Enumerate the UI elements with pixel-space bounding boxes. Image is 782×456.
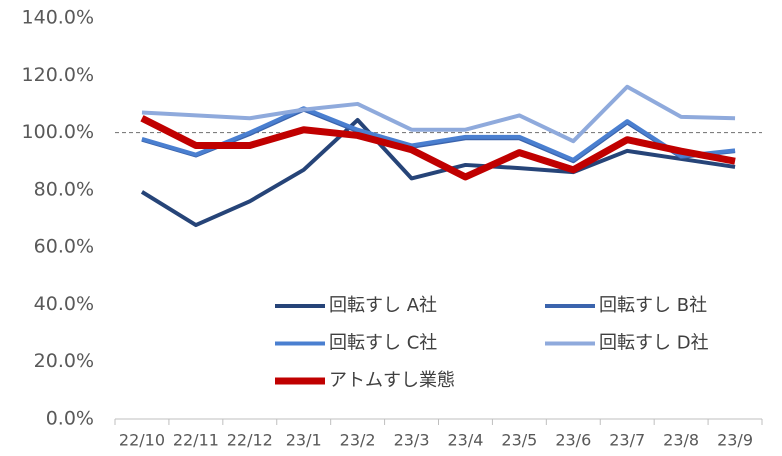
series-line <box>140 115 736 181</box>
legend-label: 回転すし C社 <box>329 333 437 354</box>
y-tick-label: 140.0% <box>22 7 94 29</box>
x-tick-label: 23/3 <box>394 431 430 450</box>
y-tick-label: 40.0% <box>34 293 94 315</box>
x-tick-label: 22/11 <box>173 431 219 450</box>
x-tick-label: 23/6 <box>555 431 591 450</box>
legend-label: アトムすし業態 <box>329 370 455 391</box>
y-tick-label: 80.0% <box>34 178 94 200</box>
y-tick-label: 0.0% <box>46 408 94 430</box>
series-line <box>140 117 736 228</box>
series-line <box>141 106 736 162</box>
y-tick-label: 120.0% <box>22 64 94 86</box>
x-tick-label: 23/7 <box>609 431 645 450</box>
y-tick-label: 60.0% <box>34 236 94 258</box>
x-tick-label: 23/9 <box>717 431 753 450</box>
x-tick-label: 23/5 <box>501 431 537 450</box>
x-tick-label: 23/2 <box>340 431 376 450</box>
series-line <box>141 84 736 144</box>
y-tick-label: 20.0% <box>34 350 94 372</box>
x-tick-label: 22/10 <box>119 431 165 450</box>
legend-label: 回転すし B社 <box>599 295 707 316</box>
y-tick-label: 100.0% <box>22 121 94 143</box>
x-tick-label: 23/8 <box>663 431 699 450</box>
x-tick-label: 22/12 <box>227 431 273 450</box>
legend-label: 回転すし D社 <box>599 333 709 354</box>
x-tick-label: 23/1 <box>286 431 322 450</box>
x-tick-label: 23/4 <box>447 431 483 450</box>
legend-label: 回転すし A社 <box>329 295 437 316</box>
